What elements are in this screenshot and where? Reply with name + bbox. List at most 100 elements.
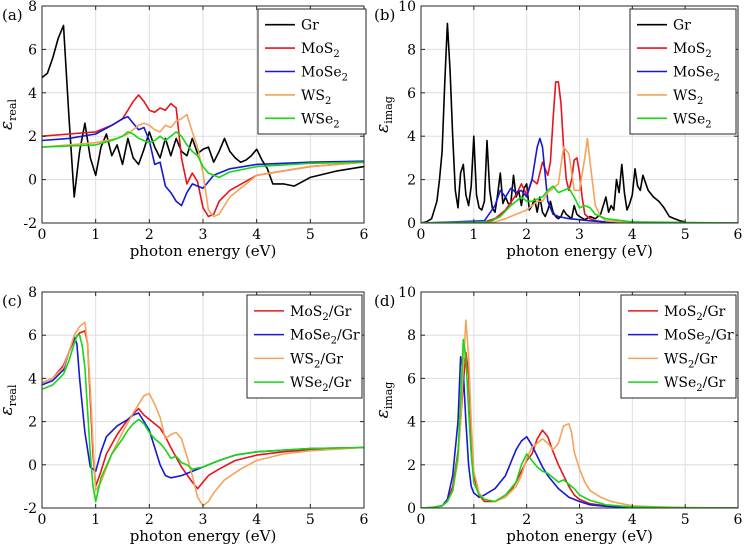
legend-entry: WS2/Gr: [290, 351, 343, 370]
x-tick-label: 3: [199, 512, 208, 528]
legend-entry: MoSe2/Gr: [664, 328, 734, 347]
legend-entry: WS2: [673, 88, 703, 107]
panel-label: (b): [374, 6, 395, 24]
x-tick-label: 0: [38, 512, 47, 528]
y-tick-label: 4: [28, 86, 37, 102]
legend-entry: WSe2/Gr: [290, 375, 352, 394]
y-tick-label: 2: [407, 458, 416, 474]
x-tick-label: 1: [91, 227, 100, 243]
y-tick-label: -2: [23, 216, 37, 232]
y-tick-label: 0: [407, 501, 416, 517]
y-tick-label: 0: [28, 173, 37, 189]
x-tick-label: 0: [38, 227, 47, 243]
y-tick-label: 4: [407, 129, 416, 145]
y-axis-label: εreal: [0, 99, 19, 130]
legend-entry: MoS2/Gr: [290, 304, 352, 323]
x-tick-label: 6: [360, 512, 369, 528]
x-tick-label: 0: [417, 512, 426, 528]
x-tick-label: 3: [575, 512, 584, 528]
y-tick-label: -2: [23, 501, 37, 517]
series-line-ws2: [42, 113, 364, 218]
legend-entry: MoSe2: [301, 65, 348, 84]
series-line-mose2-gr: [421, 355, 738, 508]
x-tick-label: 4: [252, 227, 261, 243]
series-line-wse2: [42, 131, 364, 179]
x-tick-label: 5: [306, 227, 315, 243]
y-tick-label: 6: [28, 42, 37, 58]
series-line-ws2-gr: [421, 319, 738, 508]
x-tick-label: 0: [417, 227, 426, 243]
x-axis-label: photon energy (eV): [130, 242, 277, 260]
series-line-gr: [421, 22, 686, 223]
legend-entry: WS2/Gr: [664, 351, 717, 370]
x-tick-label: 3: [199, 227, 208, 243]
legend-entry: MoSe2: [673, 65, 720, 84]
series-line-gr: [42, 24, 364, 198]
y-tick-label: 10: [398, 285, 416, 301]
y-tick-label: 4: [407, 415, 416, 431]
x-axis-label: photon energy (eV): [506, 527, 653, 545]
x-tick-label: 5: [681, 512, 690, 528]
legend-entry: Gr: [301, 18, 319, 34]
y-tick-label: 4: [28, 371, 37, 387]
legend-entry: WSe2/Gr: [664, 375, 726, 394]
x-tick-label: 1: [469, 512, 478, 528]
x-tick-label: 6: [360, 227, 369, 243]
legend-entry: WS2: [301, 88, 331, 107]
x-tick-label: 1: [91, 512, 100, 528]
legend-entry: MoSe2/Gr: [290, 328, 360, 347]
x-tick-label: 4: [628, 227, 637, 243]
x-tick-label: 5: [681, 227, 690, 243]
legend-entry: MoS2: [673, 41, 712, 60]
x-tick-label: 2: [145, 227, 154, 243]
y-tick-label: 8: [407, 42, 416, 58]
y-tick-label: 10: [398, 0, 416, 15]
legend-entry: WSe2: [673, 111, 712, 130]
series-line-mose2: [421, 137, 738, 223]
y-tick-label: 2: [28, 415, 37, 431]
panel-label: (a): [2, 6, 23, 24]
y-axis-label: εimag: [373, 96, 395, 133]
panel-label: (c): [2, 292, 22, 310]
x-tick-label: 5: [306, 512, 315, 528]
y-tick-label: 2: [28, 129, 37, 145]
chart-panel-b: 0 1 2 3 4 5 6 0 2 4 6 8 10 photon energy (eV) εimag (b)…: [373, 0, 743, 260]
series-line-mos2: [42, 94, 364, 218]
series-line-wse2: [421, 185, 738, 223]
x-tick-label: 3: [575, 227, 584, 243]
legend-entry: Gr: [673, 18, 691, 34]
legend-entry: MoS2/Gr: [664, 304, 726, 323]
x-tick-label: 6: [734, 512, 743, 528]
legend-entry: MoS2: [301, 41, 340, 60]
y-tick-label: 0: [28, 458, 37, 474]
x-tick-label: 2: [145, 512, 154, 528]
series-line-ws2: [421, 137, 738, 223]
x-tick-label: 2: [522, 227, 531, 243]
y-tick-label: 6: [407, 371, 416, 387]
y-tick-label: 6: [28, 328, 37, 344]
legend-box: [620, 294, 737, 399]
x-tick-label: 1: [469, 227, 478, 243]
series-line-ws2-gr: [42, 321, 364, 507]
x-tick-label: 4: [628, 512, 637, 528]
x-axis-label: photon energy (eV): [506, 242, 653, 260]
chart-panel-d: 0 1 2 3 4 5 6 0 2 4 6 8 10 photon energy (eV) εimag (d)…: [373, 285, 743, 545]
y-tick-label: 8: [28, 285, 37, 301]
y-tick-label: 0: [407, 216, 416, 232]
panel-label: (d): [374, 292, 395, 310]
series-line-wse2-gr: [421, 338, 738, 508]
legend-box: [246, 294, 363, 399]
y-tick-label: 8: [28, 0, 37, 15]
y-axis-label: εimag: [373, 382, 395, 419]
series-line-mos2-gr: [42, 330, 364, 490]
x-tick-label: 2: [522, 512, 531, 528]
y-tick-label: 2: [407, 173, 416, 189]
legend-entry: WSe2: [301, 111, 340, 130]
series-line-mos2: [421, 81, 738, 223]
series-line-wse2-gr: [42, 334, 364, 503]
x-tick-label: 4: [252, 512, 261, 528]
y-tick-label: 8: [407, 328, 416, 344]
